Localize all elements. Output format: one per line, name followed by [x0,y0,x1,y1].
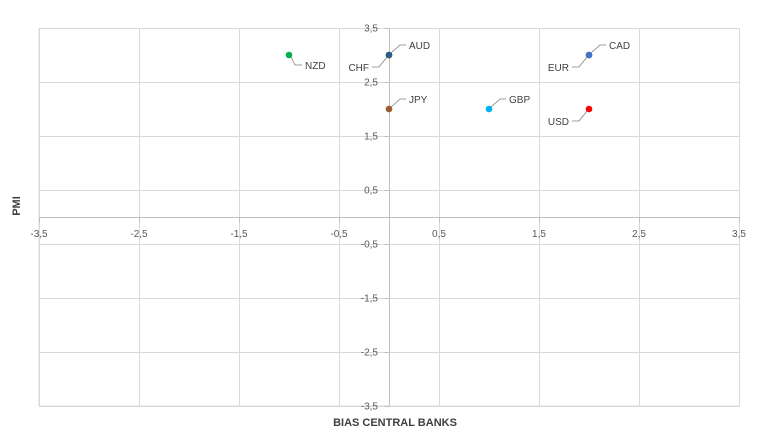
data-label-jpy: JPY [409,95,428,106]
x-tick-label: 3,5 [732,229,746,240]
y-tick-label: 2,5 [364,78,378,89]
x-tick-label: 0,5 [432,229,446,240]
x-axis-tick-labels: -3,5 -2,5 -1,5 -0,5 0,5 1,5 2,5 3,5 [30,229,746,240]
leader-line-chf [372,56,388,68]
y-tick-label: -0,5 [361,240,379,251]
x-tick-label: -1,5 [230,229,248,240]
leader-line-aud [390,44,406,54]
x-tick-label: 2,5 [632,229,646,240]
data-labels: AUD CHF NZD JPY GBP CAD EUR USD [305,41,630,128]
y-tick-label: 0,5 [364,186,378,197]
data-label-aud: AUD [409,41,430,52]
data-label-chf: CHF [348,63,369,74]
leader-line-cad [590,44,606,54]
y-tick-label: 3,5 [364,24,378,35]
axes [39,28,740,407]
leader-line-eur [572,56,588,68]
data-point-usd [585,105,593,113]
data-label-usd: USD [548,117,569,128]
x-tick-label: -3,5 [30,229,48,240]
x-tick-label: -0,5 [330,229,348,240]
data-point-gbp [485,105,493,113]
y-tick-label: -3,5 [361,402,379,413]
leader-line-usd [572,110,588,122]
data-points [285,51,593,113]
leader-line-jpy [390,98,406,108]
y-tick-label: -2,5 [361,348,379,359]
leader-line-nzd [290,56,302,66]
data-label-nzd: NZD [305,61,326,72]
data-point-jpy [385,105,393,113]
y-tick-label: 1,5 [364,132,378,143]
leader-line-gbp [490,98,506,108]
y-tick-label: -1,5 [361,294,379,305]
data-label-gbp: GBP [509,95,530,106]
data-point-nzd [285,51,293,59]
x-tick-label: 1,5 [532,229,546,240]
x-axis-title: BIAS CENTRAL BANKS [333,417,457,429]
data-point-eur [585,51,593,59]
label-leader-lines [290,44,606,122]
data-point-chf [385,51,393,59]
x-tick-label: -2,5 [130,229,148,240]
y-axis-tick-labels: 3,5 2,5 1,5 0,5 -0,5 -1,5 -2,5 -3,5 [361,24,379,413]
y-axis-title: PMI [11,196,23,216]
data-label-eur: EUR [548,63,569,74]
data-label-cad: CAD [609,41,630,52]
